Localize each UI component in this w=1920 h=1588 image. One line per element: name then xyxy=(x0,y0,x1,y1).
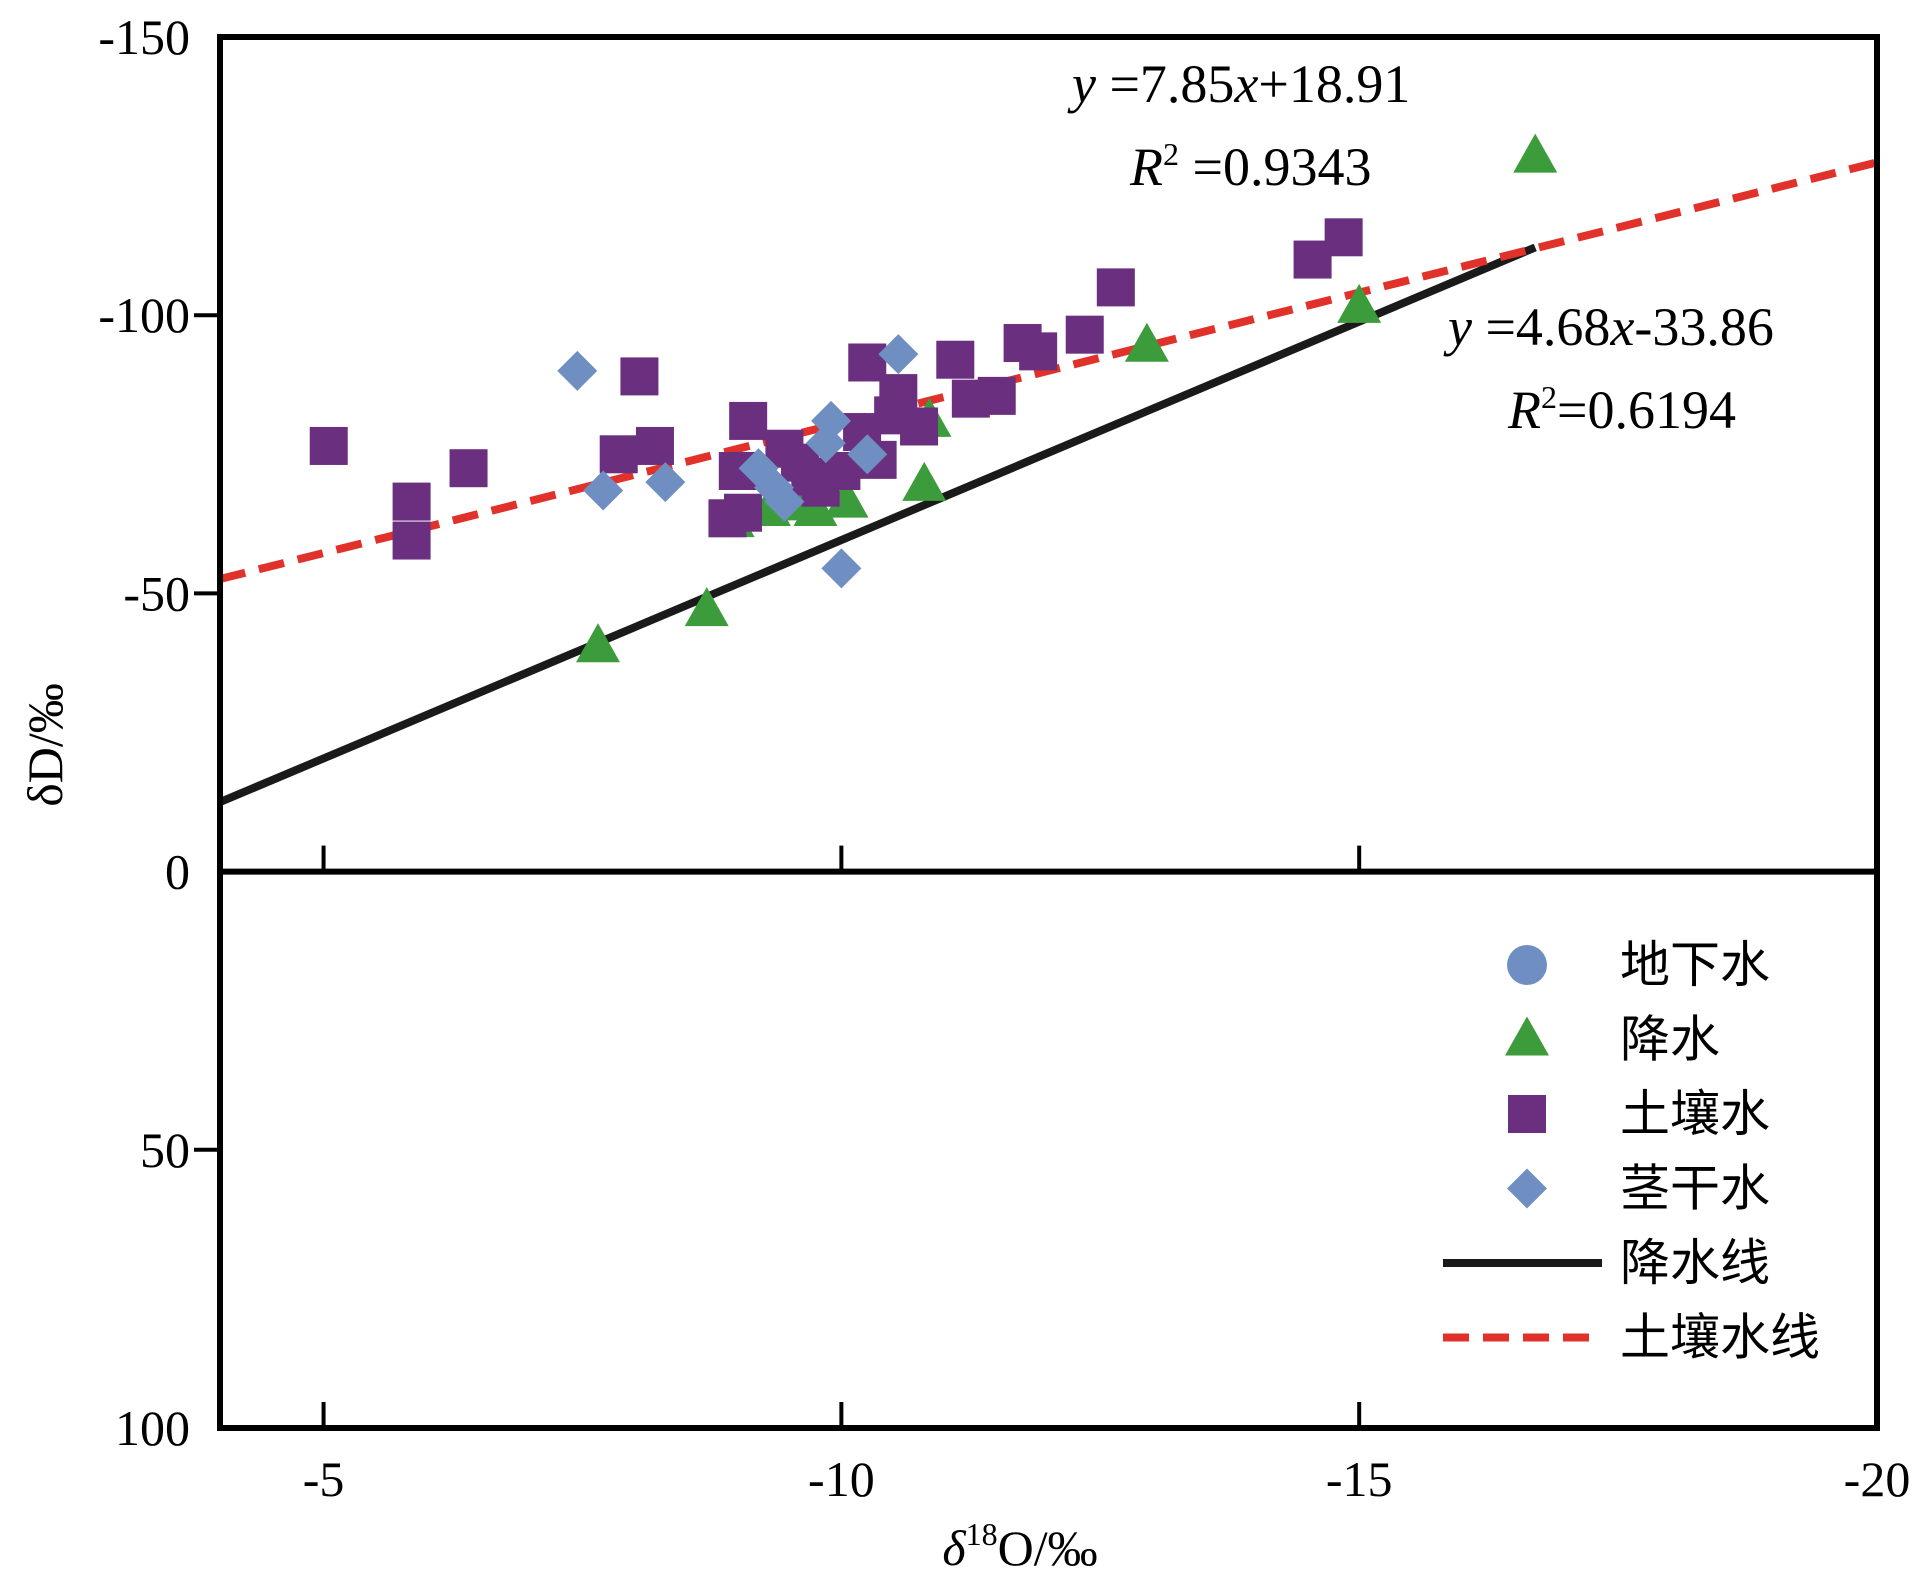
regression-lines-layer xyxy=(220,158,1877,806)
y-tick-label: 0 xyxy=(165,844,190,900)
soil-water-point xyxy=(309,426,348,465)
x-tick-label: -15 xyxy=(1326,1451,1393,1507)
stem-water-point xyxy=(847,434,888,475)
equation-soil-water-line: y =4.68x-33.86 xyxy=(1443,297,1774,357)
y-axis-title: δD/‰ xyxy=(17,683,73,807)
soil-water-point xyxy=(1096,268,1135,307)
precipitation-point xyxy=(1513,133,1558,173)
precipitation-point xyxy=(1337,283,1382,323)
precipitation-point xyxy=(824,478,869,518)
ticks-layer: -5 -10 -15 -20 -150 -100 -50 0 50 100 xyxy=(98,9,1910,1507)
equation-precipitation-line: y =7.85x+18.91 xyxy=(1067,54,1410,114)
stem-water-point xyxy=(821,548,862,589)
stem-water-point xyxy=(645,462,686,503)
x-tick-label: -5 xyxy=(303,1451,345,1507)
soil-water-point xyxy=(977,376,1016,415)
soil-water-point xyxy=(723,493,762,532)
soil-water-regression-line xyxy=(220,158,1877,583)
y-tick-label: 100 xyxy=(115,1400,190,1456)
legend-groundwater-label: 地下水 xyxy=(1620,936,1770,994)
r2-soil-water-line: R2=0.6194 xyxy=(1507,379,1736,440)
y-tick-label: -50 xyxy=(123,565,190,621)
legend-stem-water-marker xyxy=(1507,1168,1547,1209)
plot-frame-layer xyxy=(217,34,1880,1431)
y-tick-label: -150 xyxy=(98,9,190,65)
stem-water-point xyxy=(811,400,852,441)
soil-water-point xyxy=(392,482,431,521)
stem-water-point xyxy=(583,470,624,511)
legend-stem-water-label: 茎干水 xyxy=(1620,1160,1770,1218)
legend-soil-water-label: 土壤水 xyxy=(1620,1085,1770,1143)
soil-water-point xyxy=(900,407,939,446)
legend-precipitation-label: 降水 xyxy=(1620,1011,1720,1069)
precipitation-regression-line xyxy=(220,243,1537,806)
legend-precipitation-line-label: 降水线 xyxy=(1620,1234,1770,1292)
soil-water-point xyxy=(620,357,659,396)
y-tick-label: 50 xyxy=(140,1122,190,1178)
soil-water-point xyxy=(1019,332,1058,371)
precipitation-point xyxy=(576,623,621,663)
legend-groundwater-marker xyxy=(1507,945,1547,985)
y-tick-label: -100 xyxy=(98,287,190,343)
soil-water-point xyxy=(1324,218,1363,257)
soil-water-point xyxy=(729,401,768,440)
legend-soil-water-line-label: 土壤水线 xyxy=(1620,1309,1820,1367)
plot-frame xyxy=(217,34,1880,1431)
legend-precipitation-marker xyxy=(1505,1016,1549,1056)
soil-water-point xyxy=(599,435,638,474)
soil-water-point xyxy=(449,449,488,488)
stem-water-point xyxy=(764,481,805,522)
precipitation-point xyxy=(902,461,947,501)
legend-soil-water-marker xyxy=(1508,1095,1546,1133)
x-tick-label: -10 xyxy=(808,1451,875,1507)
x-axis-title: δ18O/‰ xyxy=(942,1516,1097,1576)
precipitation-point xyxy=(684,587,729,627)
soil-water-point xyxy=(635,426,674,465)
r2-precipitation-line: R2 =0.9343 xyxy=(1129,136,1371,197)
x-tick-label: -20 xyxy=(1844,1451,1911,1507)
precipitation-point xyxy=(1124,322,1169,362)
stem-water-point xyxy=(557,350,598,391)
stem-water-point xyxy=(878,334,919,375)
data-points-layer xyxy=(309,133,1558,663)
soil-water-point xyxy=(936,340,975,379)
soil-water-point xyxy=(1065,315,1104,354)
soil-water-point xyxy=(392,521,431,560)
